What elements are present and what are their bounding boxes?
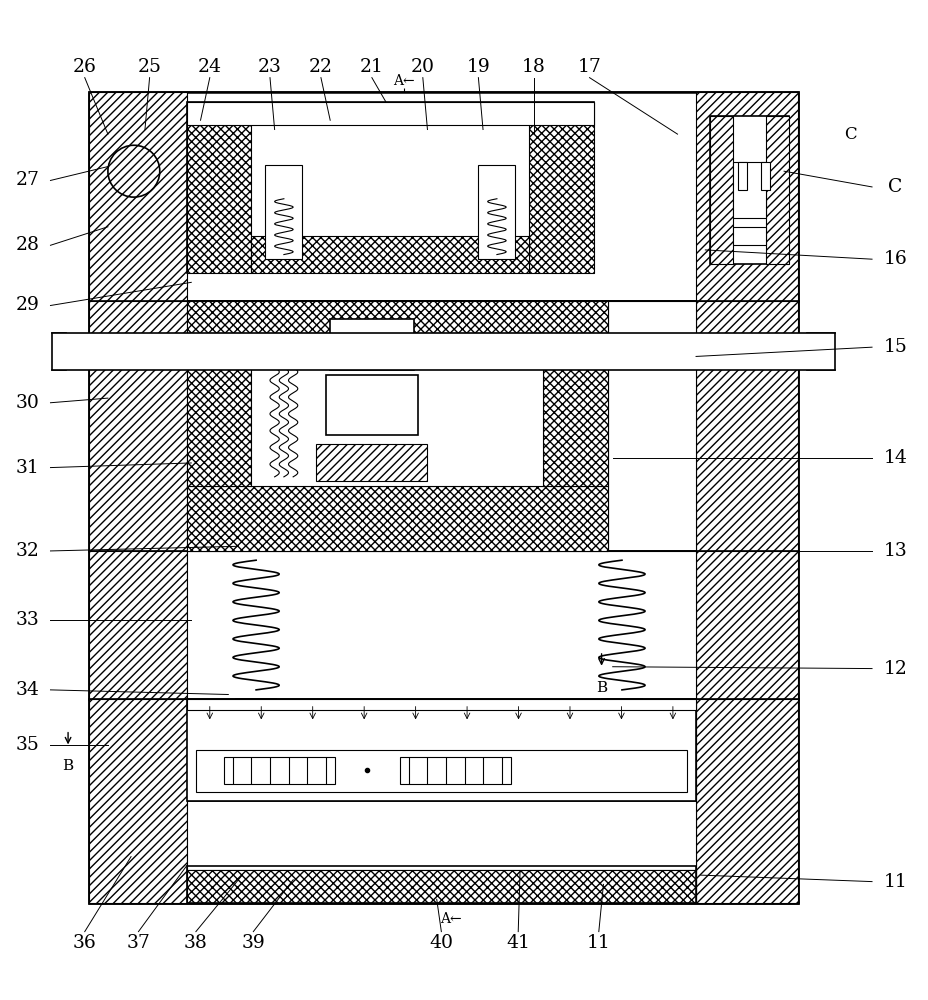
Bar [251, 236, 529, 273]
Bar [187, 486, 608, 551]
Bar [732, 227, 765, 245]
Text: 13: 13 [883, 542, 906, 560]
Bar [265, 165, 303, 259]
Bar [737, 162, 746, 190]
Text: 22: 22 [309, 58, 332, 76]
Bar [187, 699, 695, 801]
Text: 26: 26 [72, 58, 97, 76]
Bar [196, 750, 686, 792]
Text: 34: 34 [16, 681, 39, 699]
Text: 41: 41 [506, 934, 530, 952]
Bar [187, 301, 608, 333]
Text: 36: 36 [72, 934, 97, 952]
Bar [89, 699, 187, 903]
Text: A←: A← [439, 912, 461, 926]
Text: A←: A← [393, 74, 415, 88]
Bar [765, 116, 788, 264]
Text: 15: 15 [883, 338, 906, 356]
Bar [89, 301, 797, 551]
Text: 24: 24 [198, 58, 222, 76]
Bar [251, 333, 543, 486]
Bar [89, 92, 797, 301]
Text: 12: 12 [883, 660, 906, 678]
Bar [187, 102, 594, 273]
Text: C: C [844, 126, 857, 143]
Bar [187, 699, 695, 710]
Bar [187, 102, 251, 273]
Bar [329, 319, 413, 370]
Bar [89, 551, 187, 699]
Bar [89, 92, 797, 301]
Bar [543, 333, 608, 486]
Bar [478, 165, 515, 259]
Bar [89, 551, 797, 699]
Bar [89, 92, 797, 903]
Bar [709, 116, 788, 264]
Text: 23: 23 [258, 58, 281, 76]
Text: 11: 11 [883, 873, 906, 891]
Text: 37: 37 [126, 934, 150, 952]
Text: 38: 38 [184, 934, 208, 952]
Bar [89, 92, 187, 301]
Bar [187, 866, 695, 903]
Text: 11: 11 [586, 934, 610, 952]
Text: 40: 40 [429, 934, 453, 952]
Text: 33: 33 [16, 611, 39, 629]
Text: 14: 14 [883, 449, 906, 467]
Text: 28: 28 [15, 236, 39, 254]
Bar [695, 92, 797, 301]
Bar [695, 699, 797, 903]
Text: 20: 20 [410, 58, 434, 76]
Bar [187, 699, 695, 903]
Text: 31: 31 [16, 459, 39, 477]
Text: 18: 18 [522, 58, 546, 76]
Text: 19: 19 [466, 58, 490, 76]
Bar [316, 444, 427, 481]
Bar [709, 116, 732, 264]
Bar [399, 757, 510, 784]
Bar [608, 301, 695, 551]
Bar [732, 162, 765, 218]
Bar [52, 333, 834, 370]
Text: B: B [596, 681, 607, 695]
Bar [89, 301, 187, 551]
Bar [187, 333, 251, 486]
Text: 21: 21 [359, 58, 383, 76]
Text: 25: 25 [137, 58, 161, 76]
Bar [760, 162, 769, 190]
Text: B: B [62, 759, 73, 773]
Text: 32: 32 [16, 542, 39, 560]
Bar [695, 301, 797, 551]
Bar [695, 551, 797, 699]
Text: C: C [887, 178, 901, 196]
Text: 30: 30 [16, 394, 39, 412]
Bar [187, 870, 695, 903]
Bar [325, 375, 418, 435]
Text: 27: 27 [15, 171, 39, 189]
Text: 39: 39 [241, 934, 264, 952]
Bar [89, 699, 797, 903]
Bar [187, 102, 594, 125]
Text: 29: 29 [16, 296, 39, 314]
Text: 16: 16 [883, 250, 906, 268]
Text: 35: 35 [16, 736, 39, 754]
Text: 17: 17 [577, 58, 600, 76]
Bar [187, 551, 695, 699]
Bar [529, 102, 594, 273]
Bar [224, 757, 334, 784]
